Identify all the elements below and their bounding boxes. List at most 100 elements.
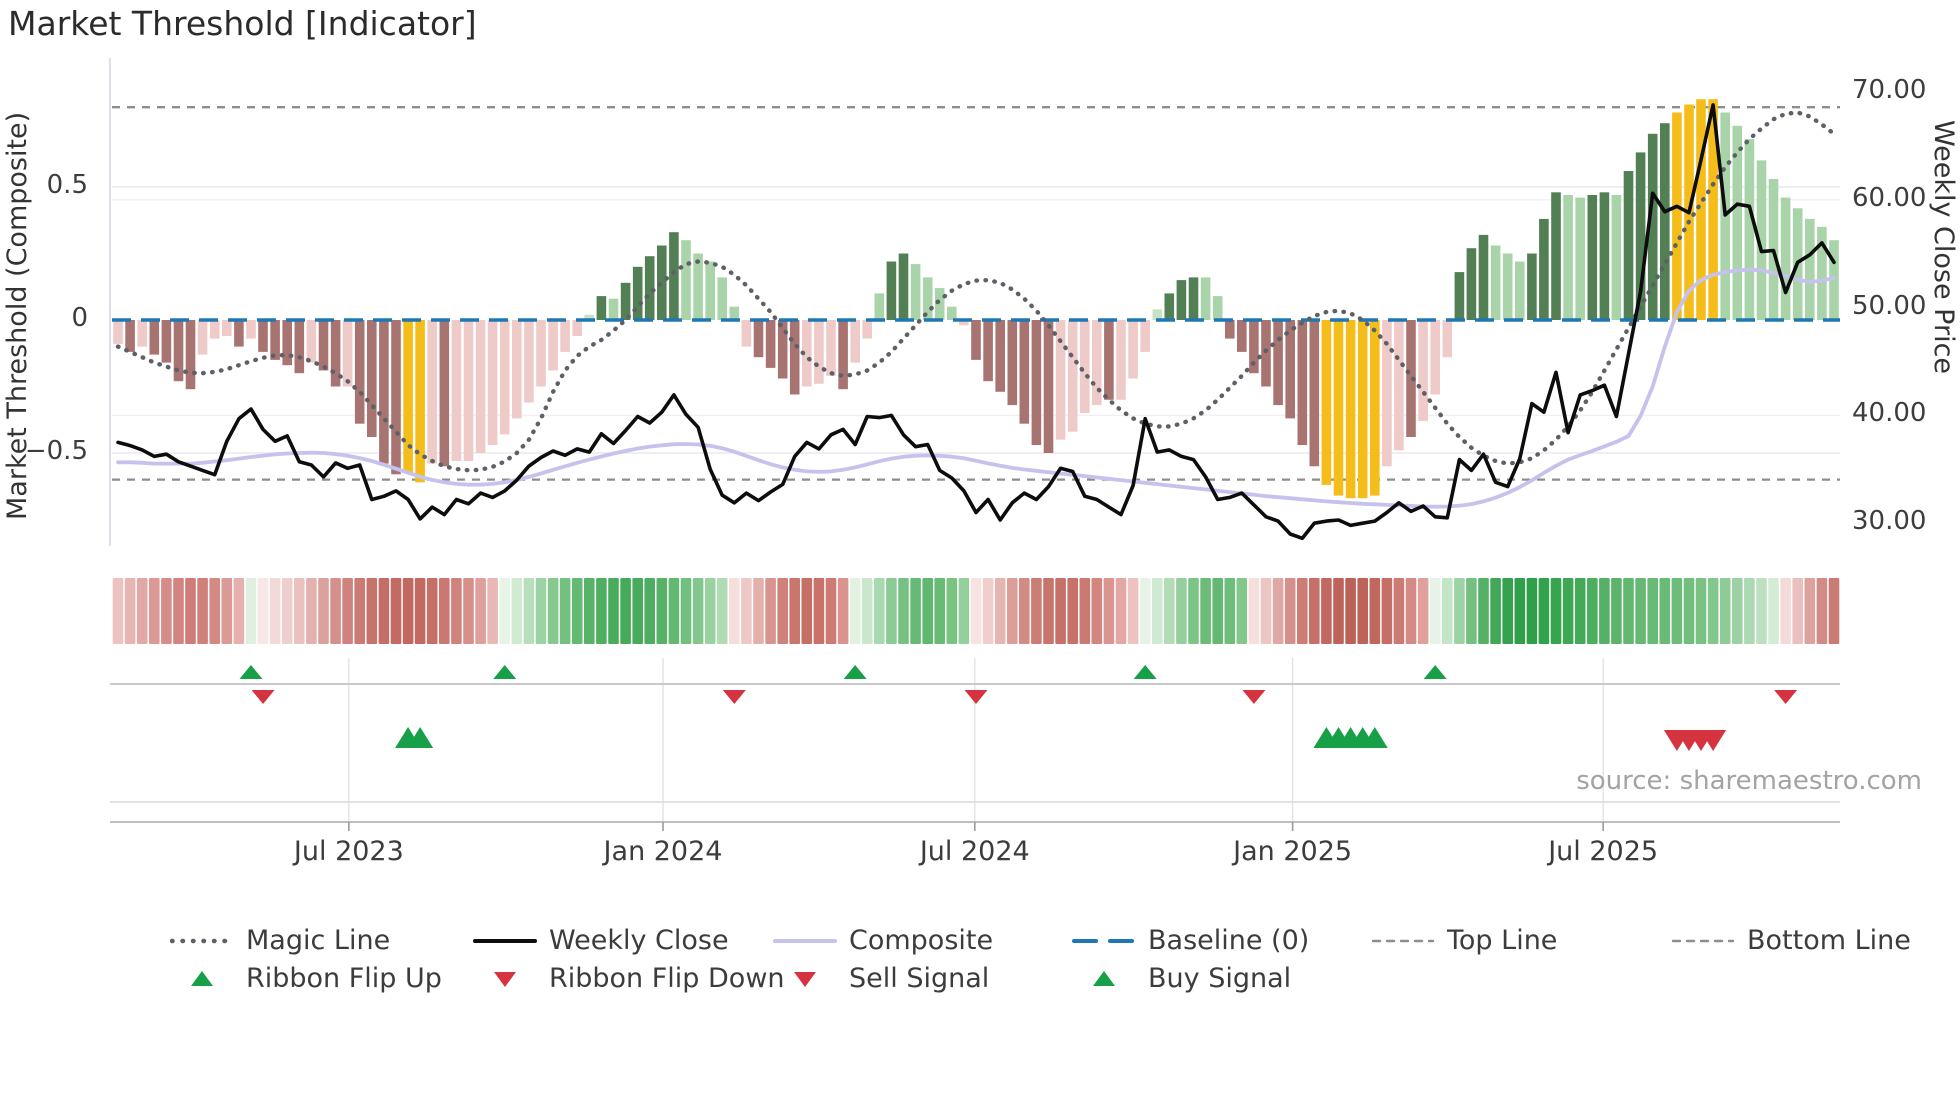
histogram-bar [463, 320, 474, 461]
ribbon-cell [1212, 578, 1223, 644]
ribbon-cell [269, 578, 281, 644]
ribbon-cell [1236, 578, 1248, 644]
ribbon-cell [668, 578, 680, 644]
ribbon-cell [632, 578, 643, 644]
ribbon-cell [306, 578, 317, 644]
histogram-bar [282, 320, 292, 366]
histogram-bar [1128, 320, 1138, 379]
histogram-bar [922, 277, 933, 320]
ribbon-cell [1309, 578, 1320, 644]
ribbon-cell [692, 578, 704, 644]
histogram-bar [1575, 197, 1585, 320]
ribbon-cell [342, 578, 353, 644]
ribbon-cell [124, 578, 136, 644]
ribbon-cell [547, 578, 559, 644]
histogram-bar [826, 320, 836, 376]
histogram-bar [1176, 280, 1187, 320]
ribbon-cell [934, 578, 945, 644]
histogram-bar [1200, 277, 1211, 320]
histogram-bar [572, 320, 582, 336]
histogram-bar [270, 320, 280, 360]
ribbon-cell [463, 578, 474, 644]
ribbon-cell [837, 578, 849, 644]
histogram-bar [415, 320, 425, 483]
histogram-bar [1212, 296, 1223, 320]
ribbon-cell [185, 578, 196, 644]
ribbon-cell [729, 578, 740, 644]
ribbon-cell [1732, 578, 1743, 644]
histogram-bar [499, 320, 510, 435]
histogram-bar [1829, 240, 1839, 320]
ribbon-cell [970, 578, 982, 644]
histogram-bar [995, 320, 1005, 392]
histogram-bar [1309, 320, 1320, 467]
ribbon-cell [922, 578, 933, 644]
ribbon-cell [1611, 578, 1622, 644]
ribbon-cell [1091, 578, 1103, 644]
ribbon-cell [1284, 578, 1296, 644]
legend-label: Composite [849, 925, 994, 956]
histogram-bar [838, 320, 848, 390]
ribbon-cell [112, 578, 124, 644]
histogram-bar [669, 232, 679, 320]
ribbon-cell [1671, 578, 1683, 644]
ribbon-cell [1502, 578, 1513, 644]
histogram-bar [197, 320, 208, 355]
ribbon-cell [1055, 578, 1066, 644]
baseline-swatch [1072, 938, 1136, 943]
histogram-bar [1080, 320, 1090, 414]
histogram-bar [1696, 99, 1706, 320]
histogram-bar [753, 320, 764, 358]
ribbon-flip-up-marker [239, 665, 263, 679]
ribbon-cell [475, 578, 486, 644]
histogram-bar [1019, 320, 1030, 424]
right-tick-label: 70.00 [1852, 75, 1927, 105]
ribbon-flip-up-marker [843, 665, 867, 679]
ribbon-cell [1031, 578, 1042, 644]
ribbon-cell [1538, 578, 1550, 644]
ribbon-cell [777, 578, 788, 644]
legend-label: Baseline (0) [1148, 925, 1310, 956]
histogram-bar [1623, 171, 1634, 320]
histogram-bar [862, 320, 872, 339]
ribbon-cell [596, 578, 607, 644]
histogram-bar [1490, 245, 1501, 320]
ribbon-cell [680, 578, 692, 644]
ribbon-cell [402, 578, 414, 644]
histogram-bar [1249, 320, 1259, 374]
ribbon-cell [1635, 578, 1646, 644]
ribbon-cell [1429, 578, 1441, 644]
ribbon-cell [1744, 578, 1755, 644]
histogram-bar [318, 320, 329, 371]
magic-line-swatch [170, 938, 234, 943]
histogram-bar [814, 320, 824, 384]
ribbon-cell [886, 578, 897, 644]
histogram-bar [1321, 320, 1332, 485]
histogram-bar [137, 320, 147, 347]
ribbon-cell [1454, 578, 1465, 644]
histogram-bar [1055, 320, 1066, 440]
ribbon-cell [1079, 578, 1091, 644]
x-tick-label: Jul 2025 [1548, 836, 1659, 867]
histogram-bar [1067, 320, 1078, 432]
histogram-bar [705, 261, 715, 320]
ribbon-cell [1381, 578, 1393, 644]
histogram-bar [209, 320, 220, 339]
ribbon-cell [1115, 578, 1127, 644]
histogram-bar [246, 320, 256, 339]
ribbon-cell [644, 578, 655, 644]
ribbon-cell [1188, 578, 1199, 644]
ribbon-flip-down-marker [964, 690, 988, 704]
ribbon-cell [330, 578, 341, 644]
histogram-bar [1152, 309, 1163, 320]
histogram-bar [898, 253, 909, 320]
ribbon-cell [414, 578, 426, 644]
composite-histogram [113, 99, 1839, 499]
legend-label: Bottom Line [1747, 925, 1911, 956]
ribbon-cell [620, 578, 631, 644]
histogram-bar [354, 320, 365, 424]
histogram-bar [850, 320, 860, 363]
ribbon-cell [1417, 578, 1429, 644]
histogram-bar [487, 320, 498, 445]
